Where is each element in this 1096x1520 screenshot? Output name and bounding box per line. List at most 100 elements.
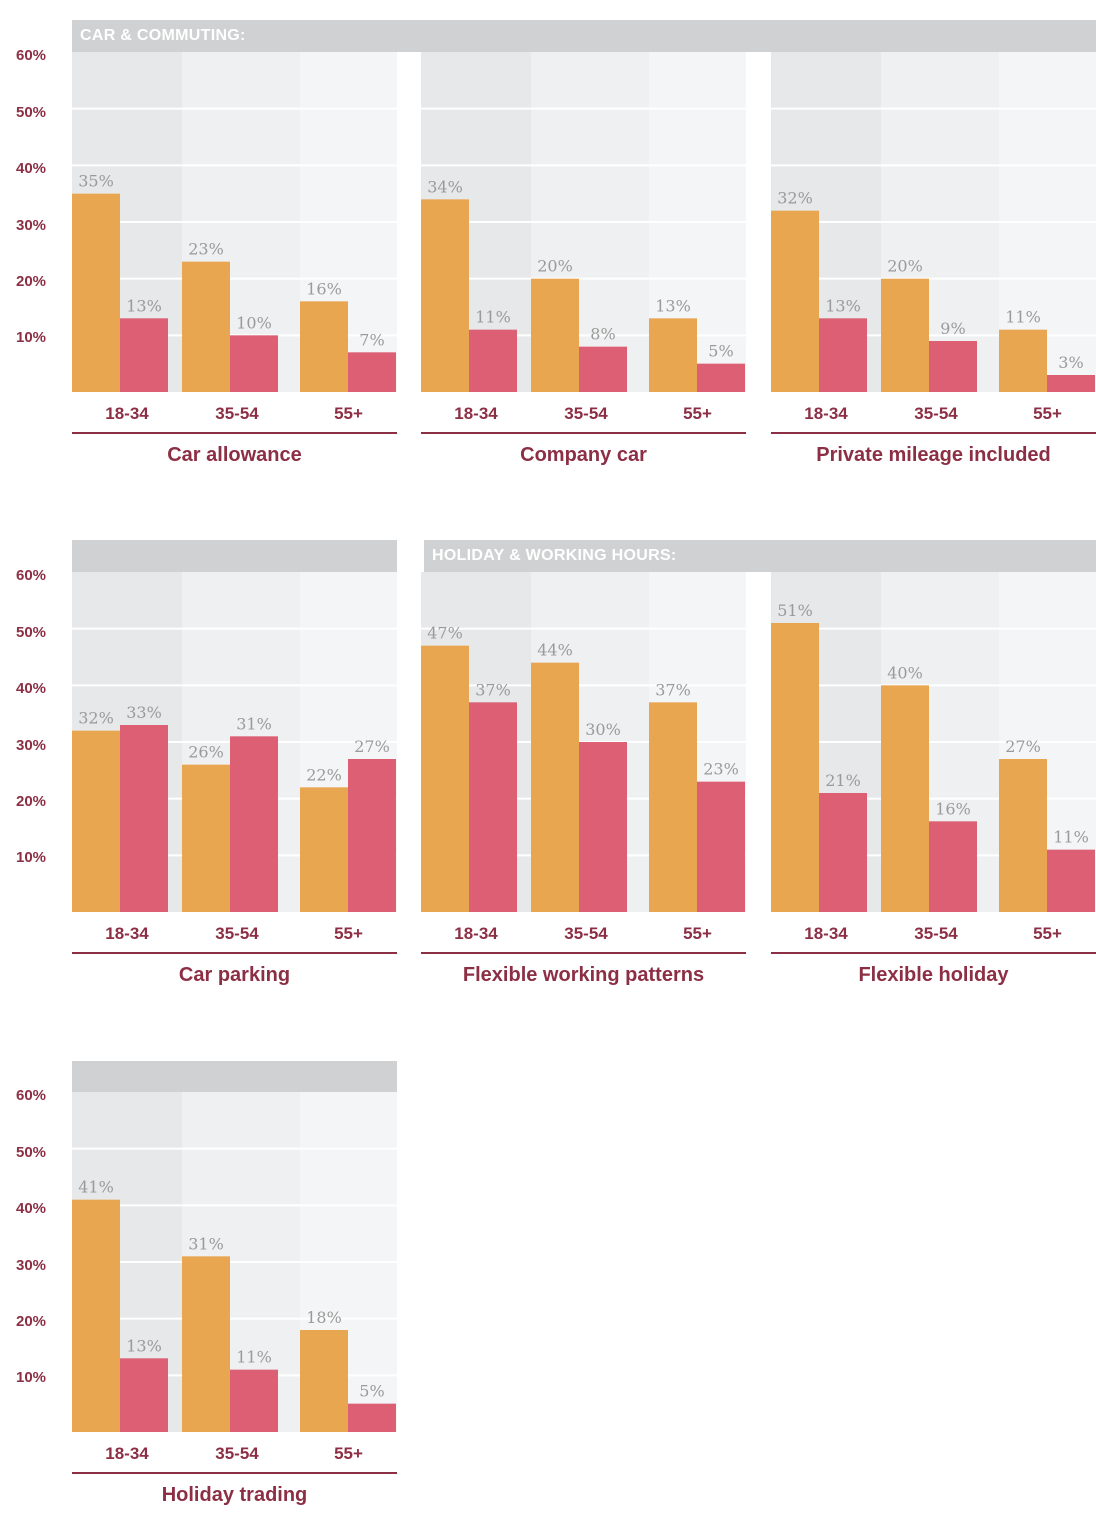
bar-pink [697,781,745,912]
chart-panel-holiday-trading: 41% 13% 31% 11% 18% 5% 18-34 35-54 55+ Holida… [72,1092,397,1520]
y-tick: 30% [16,737,47,754]
bar-orange [999,329,1047,392]
category-underline [421,952,746,954]
data-label: 21% [825,771,861,790]
bar-pink [230,736,278,912]
category-label: 18-34 [105,404,149,423]
category-underline [72,1472,397,1474]
bar-orange [182,1256,230,1432]
data-label: 31% [236,714,272,733]
category-underline [771,432,1096,434]
bar-pink [929,341,977,392]
bar-pink [1047,375,1095,392]
bar-orange [771,210,819,392]
data-label: 20% [887,257,923,276]
category-label: 35-54 [215,1444,259,1463]
data-label: 18% [306,1308,342,1327]
bar-orange [649,702,697,912]
y-tick: 10% [16,1369,47,1386]
y-tick: 60% [16,1087,47,1104]
chart-panel-flexible-holiday: 51% 21% 40% 16% 27% 11% 18-34 35-54 55+ Flexi… [771,572,1096,1012]
bar-orange [881,278,929,392]
chart-title: Flexible holiday [858,964,1009,986]
category-underline [421,432,746,434]
category-label: 35-54 [215,404,259,423]
data-label: 5% [708,342,733,361]
chart-title: Private mileage included [816,444,1051,466]
bar-orange [300,301,348,392]
bar-pink [348,352,396,392]
data-label: 23% [188,240,224,259]
plot-area: 32% 13% 20% 9% 11% 3% [771,52,1096,392]
data-label: 32% [78,709,114,728]
data-label: 35% [78,172,114,191]
bar-orange [881,685,929,912]
y-tick: 50% [16,1144,47,1161]
header-bar-row3 [72,1061,397,1093]
category-label: 35-54 [914,404,958,423]
bar-pink [120,1358,168,1432]
bar-orange [421,199,469,392]
y-tick: 50% [16,624,47,641]
data-label: 51% [777,601,813,620]
y-tick: 60% [16,47,47,64]
category-label: 18-34 [105,924,149,943]
plot-area: 47% 37% 44% 30% 37% 23% [421,572,746,912]
data-label: 13% [126,1336,162,1355]
bar-pink [579,742,627,912]
bar-pink [348,759,396,912]
category-label: 18-34 [804,924,848,943]
bar-pink [469,329,517,392]
category-label: 55+ [1033,404,1062,423]
data-label: 20% [537,257,573,276]
y-tick: 50% [16,104,47,121]
bar-orange [531,662,579,912]
data-label: 13% [655,296,691,315]
chart-panel-private-mileage: 32% 13% 20% 9% 11% 3% 18-34 35-54 55+ Private… [771,52,1096,492]
bar-orange [72,730,120,912]
category-label: 35-54 [215,924,259,943]
y-tick: 60% [16,567,47,584]
data-label: 41% [78,1178,114,1197]
bar-orange [300,1330,348,1432]
y-tick: 40% [16,160,47,177]
category-label: 18-34 [454,924,498,943]
y-tick: 20% [16,793,47,810]
y-tick: 20% [16,273,47,290]
category-underline [72,432,397,434]
category-label: 55+ [1033,924,1062,943]
data-label: 26% [188,743,224,762]
bar-pink [120,318,168,392]
bar-orange [72,1199,120,1432]
y-tick: 40% [16,680,47,697]
data-label: 27% [1005,737,1041,756]
y-tick: 10% [16,849,47,866]
category-underline [72,952,397,954]
header-bar-row2-left [72,540,397,572]
bar-pink [819,318,867,392]
data-label: 11% [1053,828,1089,847]
category-label: 55+ [334,404,363,423]
data-label: 3% [1058,353,1083,372]
data-label: 33% [126,703,162,722]
data-label: 9% [940,319,965,338]
plot-area: 51% 21% 40% 16% 27% 11% [771,572,1096,912]
chart-panel-company-car: 34% 11% 20% 8% 13% 5% 18-34 35-54 55+ Company… [421,52,746,492]
bar-orange [300,787,348,912]
bar-pink [1047,849,1095,912]
category-label: 55+ [334,924,363,943]
category-label: 18-34 [454,404,498,423]
chart-title: Company car [520,444,647,466]
data-label: 44% [537,641,573,660]
chart-panel-car-allowance: 35% 13% 23% 10% 16% 7% 18-34 35-54 55+ Car al… [72,52,397,492]
section-title-car-commuting: CAR & COMMUTING: [80,27,246,44]
data-label: 37% [475,680,511,699]
category-label: 35-54 [564,404,608,423]
data-label: 47% [427,624,463,643]
data-label: 7% [359,330,384,349]
data-label: 10% [236,313,272,332]
plot-area: 41% 13% 31% 11% 18% 5% [72,1092,397,1432]
y-tick: 30% [16,217,47,234]
bar-pink [697,363,745,392]
y-tick: 10% [16,329,47,346]
